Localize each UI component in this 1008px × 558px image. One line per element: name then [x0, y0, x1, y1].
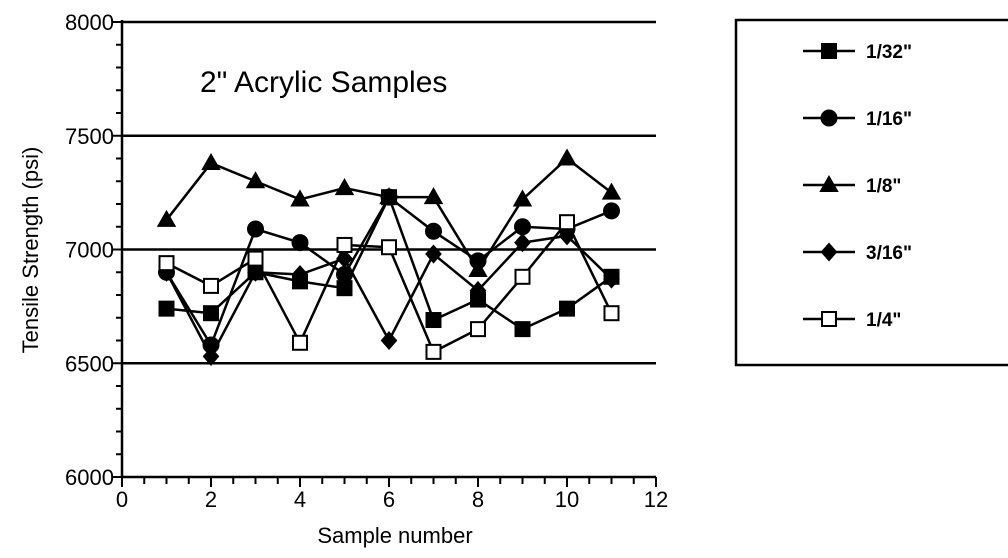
data-point — [291, 265, 309, 285]
legend-label: 1/4" — [866, 310, 901, 331]
data-point — [557, 148, 577, 166]
data-point — [514, 268, 531, 285]
legend-marker — [819, 174, 839, 192]
y-tick-label: 7000 — [65, 238, 114, 263]
axes: 6000 6500 7000 7500 8000 0 2 4 6 8 10 12 — [65, 10, 668, 512]
data-point — [291, 234, 309, 252]
x-tick-label: 6 — [383, 487, 395, 512]
data-point — [514, 218, 531, 236]
data-point — [425, 244, 442, 264]
series-group — [156, 148, 622, 366]
x-tick-label: 12 — [644, 487, 668, 512]
y-tick-label: 7500 — [65, 124, 114, 149]
data-point — [559, 300, 575, 317]
series-3 — [156, 148, 622, 277]
legend-box — [734, 18, 1008, 367]
legend-marker — [820, 109, 838, 127]
gridlines — [122, 20, 656, 365]
data-point — [334, 178, 355, 196]
series-1 — [158, 189, 620, 338]
data-point — [158, 255, 175, 272]
legend-label: 1/16" — [866, 109, 912, 130]
data-point — [603, 305, 620, 322]
series-line — [166, 193, 613, 331]
y-tick-label: 6500 — [65, 351, 114, 376]
legend-marker — [820, 242, 838, 262]
data-point — [379, 187, 399, 205]
data-point — [203, 277, 219, 294]
data-point — [158, 300, 175, 317]
x-tick-label: 10 — [555, 487, 579, 512]
data-point — [425, 343, 442, 360]
series-2 — [158, 188, 620, 354]
x-tick-label: 2 — [205, 487, 217, 512]
legend-label: 1/8" — [866, 176, 901, 197]
data-point — [512, 189, 533, 207]
data-point — [423, 187, 444, 205]
legend-marker — [821, 43, 837, 59]
chart-title: 2" Acrylic Samples — [200, 66, 447, 99]
data-point — [425, 312, 442, 329]
legend-label: 3/16" — [866, 243, 912, 264]
data-point — [201, 153, 221, 171]
legend-item: 1/16" — [803, 109, 912, 130]
data-point — [336, 280, 353, 297]
data-point — [247, 220, 264, 238]
data-point — [514, 321, 531, 338]
data-point — [469, 280, 487, 300]
legend-marker — [821, 311, 837, 327]
data-point — [559, 214, 575, 231]
data-point — [425, 222, 442, 240]
data-point — [292, 334, 308, 351]
data-point — [203, 305, 219, 322]
data-point — [247, 250, 264, 267]
y-tick-label: 8000 — [65, 10, 114, 35]
x-tick-label: 0 — [116, 487, 128, 512]
y-axis-title: Tensile Strength (psi) — [18, 147, 43, 354]
series-5 — [158, 214, 620, 360]
data-point — [470, 321, 486, 338]
data-point — [336, 236, 353, 253]
data-point — [603, 202, 620, 220]
data-point — [381, 239, 397, 256]
x-tick-label: 8 — [472, 487, 484, 512]
legend-item: 1/32" — [803, 42, 912, 63]
data-point — [290, 189, 310, 207]
legend-label: 1/32" — [866, 42, 912, 63]
x-axis-title: Sample number — [317, 523, 472, 548]
data-point — [156, 209, 177, 227]
data-point — [514, 233, 531, 253]
data-point — [245, 171, 266, 189]
data-point — [380, 330, 398, 351]
data-point — [468, 259, 488, 277]
legend-item: 1/4" — [803, 310, 901, 331]
legend: 1/32" 1/16" 1/8" 3/16" 1/4" — [734, 18, 1008, 367]
x-tick-label: 4 — [294, 487, 306, 512]
data-point — [202, 346, 220, 366]
data-point — [603, 269, 620, 289]
y-tick-label: 6000 — [65, 465, 114, 490]
legend-item: 3/16" — [803, 242, 912, 264]
legend-item: 1/8" — [803, 174, 901, 197]
data-point — [601, 182, 622, 200]
